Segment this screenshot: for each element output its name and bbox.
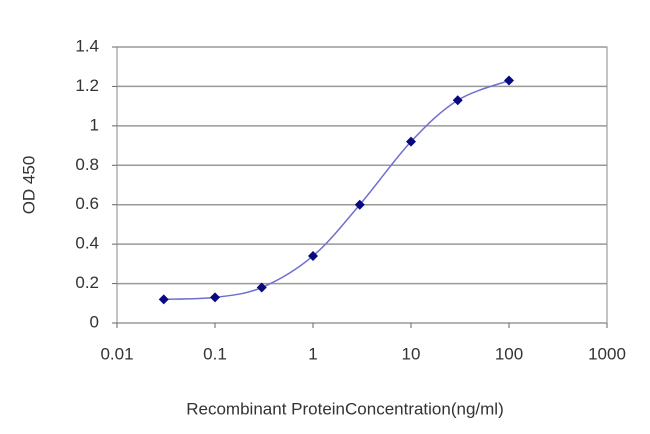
data-point <box>354 199 365 210</box>
y-axis-label: OD 450 <box>19 156 38 215</box>
data-point <box>210 292 220 303</box>
x-tick-label: 1 <box>308 344 317 363</box>
x-axis-label: Recombinant ProteinConcentration(ng/ml) <box>186 399 504 418</box>
y-tick-label: 1.4 <box>75 36 99 55</box>
y-tick-label: 1.2 <box>75 76 99 95</box>
data-point <box>308 250 318 261</box>
y-tick-label: 0.2 <box>75 273 99 292</box>
x-tick-label: 100 <box>495 344 523 363</box>
y-tick-label: 0.4 <box>75 234 99 253</box>
y-tick-label: 0.6 <box>75 194 99 213</box>
x-tick-label: 0.1 <box>203 344 227 363</box>
data-line <box>163 79 510 301</box>
y-tick-label: 0 <box>90 312 99 331</box>
y-tick-label: 1 <box>90 115 99 134</box>
data-point <box>452 95 463 106</box>
plot-area <box>116 46 608 324</box>
data-point <box>406 136 416 147</box>
data-point <box>256 282 267 293</box>
x-tick-label: 10 <box>402 344 421 363</box>
y-tick-label: 0.8 <box>75 155 99 174</box>
data-point <box>158 294 169 305</box>
x-tick-label: 1000 <box>588 344 626 363</box>
x-tick-label: 0.01 <box>100 344 133 363</box>
data-point <box>504 75 514 86</box>
